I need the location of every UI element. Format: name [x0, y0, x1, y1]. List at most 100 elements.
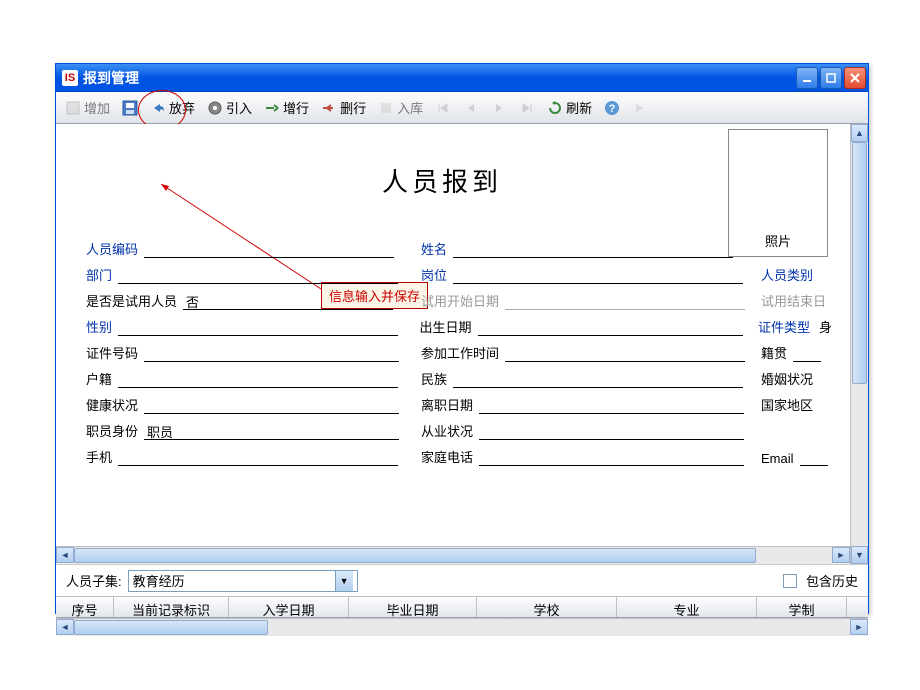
th-edu-system[interactable]: 学制 [757, 597, 847, 617]
input-work-start[interactable] [505, 344, 745, 362]
label-person-code: 人员编码 [86, 239, 144, 258]
label-work-start: 参加工作时间 [421, 343, 505, 362]
subset-dropdown[interactable]: 教育经历 ▼ [128, 570, 358, 592]
input-hukou[interactable] [118, 370, 398, 388]
content-area: 人员报到 照片 信息输入并保存 人员编码 姓名 部门 岗位 人员类别 是否是试用… [56, 124, 868, 564]
input-mobile[interactable] [118, 448, 398, 466]
label-marital: 婚姻状况 [761, 369, 819, 388]
nav-first-button [430, 95, 456, 121]
help-button[interactable]: ? [599, 95, 625, 121]
label-leave-date: 离职日期 [421, 395, 479, 414]
app-window: IS 报到管理 增加 放弃 引入 增行 删行 入库 刷新 ? 人员报到 照片 信… [55, 63, 869, 614]
last-icon [519, 100, 535, 116]
import-icon [207, 100, 223, 116]
import-label: 引入 [226, 98, 252, 117]
label-id-number: 证件号码 [86, 343, 144, 362]
label-hukou: 户籍 [86, 369, 118, 388]
label-birth: 出生日期 [420, 317, 478, 336]
del-row-label: 删行 [340, 98, 366, 117]
include-history-checkbox[interactable] [783, 574, 797, 588]
svg-text:?: ? [609, 103, 616, 115]
page-title: 人员报到 [56, 162, 828, 199]
add-label: 增加 [84, 98, 110, 117]
abandon-label: 放弃 [169, 98, 195, 117]
th-current-flag[interactable]: 当前记录标识 [114, 597, 229, 617]
th-seq[interactable]: 序号 [56, 597, 114, 617]
th-major[interactable]: 专业 [617, 597, 757, 617]
label-gender: 性别 [86, 317, 118, 336]
input-email[interactable] [800, 448, 828, 466]
subset-value: 教育经历 [133, 571, 185, 590]
instore-button: 入库 [373, 95, 428, 121]
input-is-trial[interactable]: 否 [183, 292, 393, 310]
input-name[interactable] [453, 240, 733, 258]
app-icon: IS [62, 70, 78, 86]
add-row-label: 增行 [283, 98, 309, 117]
first-icon [435, 100, 451, 116]
instore-label: 入库 [397, 98, 423, 117]
extra-icon [632, 100, 648, 116]
refresh-label: 刷新 [566, 98, 592, 117]
label-name: 姓名 [421, 239, 453, 258]
nav-prev-button [458, 95, 484, 121]
th-school[interactable]: 学校 [477, 597, 617, 617]
minimize-button[interactable] [796, 67, 818, 89]
close-button[interactable] [844, 67, 866, 89]
input-dept[interactable] [118, 266, 398, 284]
input-birth[interactable] [478, 318, 743, 336]
next-icon [491, 100, 507, 116]
del-row-button[interactable]: 删行 [316, 95, 371, 121]
nav-next-button [486, 95, 512, 121]
extra-button [627, 95, 653, 121]
refresh-button[interactable]: 刷新 [542, 95, 597, 121]
input-position[interactable] [453, 266, 743, 284]
add-icon [65, 100, 81, 116]
maximize-button[interactable] [820, 67, 842, 89]
titlebar: IS 报到管理 [56, 64, 868, 92]
input-gender[interactable] [118, 318, 398, 336]
input-emp-status[interactable] [479, 422, 744, 440]
input-trial-start[interactable] [505, 292, 745, 310]
include-history-label: 包含历史 [806, 571, 858, 590]
label-trial-end: 试用结束日 [761, 291, 832, 310]
add-row-button[interactable]: 增行 [259, 95, 314, 121]
label-dept: 部门 [86, 265, 118, 284]
th-grad-date[interactable]: 毕业日期 [349, 597, 477, 617]
help-icon: ? [604, 100, 620, 116]
import-button[interactable]: 引入 [202, 95, 257, 121]
nav-last-button [514, 95, 540, 121]
bottom-hscroll[interactable]: ◄► [56, 618, 868, 636]
label-country: 国家地区 [761, 395, 819, 414]
label-person-type: 人员类别 [761, 265, 819, 284]
input-person-code[interactable] [144, 240, 394, 258]
input-leave-date[interactable] [479, 396, 744, 414]
subset-bar: 人员子集: 教育经历 ▼ 包含历史 [56, 564, 868, 596]
content-hscroll[interactable]: ◄► [56, 546, 850, 564]
input-home-phone[interactable] [479, 448, 744, 466]
input-emp-identity[interactable]: 职员 [144, 422, 399, 440]
label-trial-start: 试用开始日期 [421, 291, 505, 310]
save-icon [122, 100, 138, 116]
input-native-place[interactable] [793, 344, 821, 362]
toolbar: 增加 放弃 引入 增行 删行 入库 刷新 ? [56, 92, 868, 124]
prev-icon [463, 100, 479, 116]
label-health: 健康状况 [86, 395, 144, 414]
value-id-type: 身 [816, 317, 838, 336]
label-home-phone: 家庭电话 [421, 447, 479, 466]
label-emp-status: 从业状况 [421, 421, 479, 440]
abandon-button[interactable]: 放弃 [145, 95, 200, 121]
save-button[interactable] [117, 95, 143, 121]
undo-icon [150, 100, 166, 116]
del-row-icon [321, 100, 337, 116]
content-vscroll[interactable]: ▲▼ [850, 124, 868, 564]
subset-label: 人员子集: [66, 571, 122, 590]
input-health[interactable] [144, 396, 399, 414]
input-id-number[interactable] [144, 344, 399, 362]
label-emp-identity: 职员身份 [86, 421, 144, 440]
label-id-type: 证件类型 [758, 317, 816, 336]
table-header: 序号 当前记录标识 入学日期 毕业日期 学校 专业 学制 [56, 596, 868, 618]
add-button: 增加 [60, 95, 115, 121]
input-ethnicity[interactable] [453, 370, 743, 388]
dropdown-arrow-icon: ▼ [335, 571, 353, 591]
th-enroll-date[interactable]: 入学日期 [229, 597, 349, 617]
